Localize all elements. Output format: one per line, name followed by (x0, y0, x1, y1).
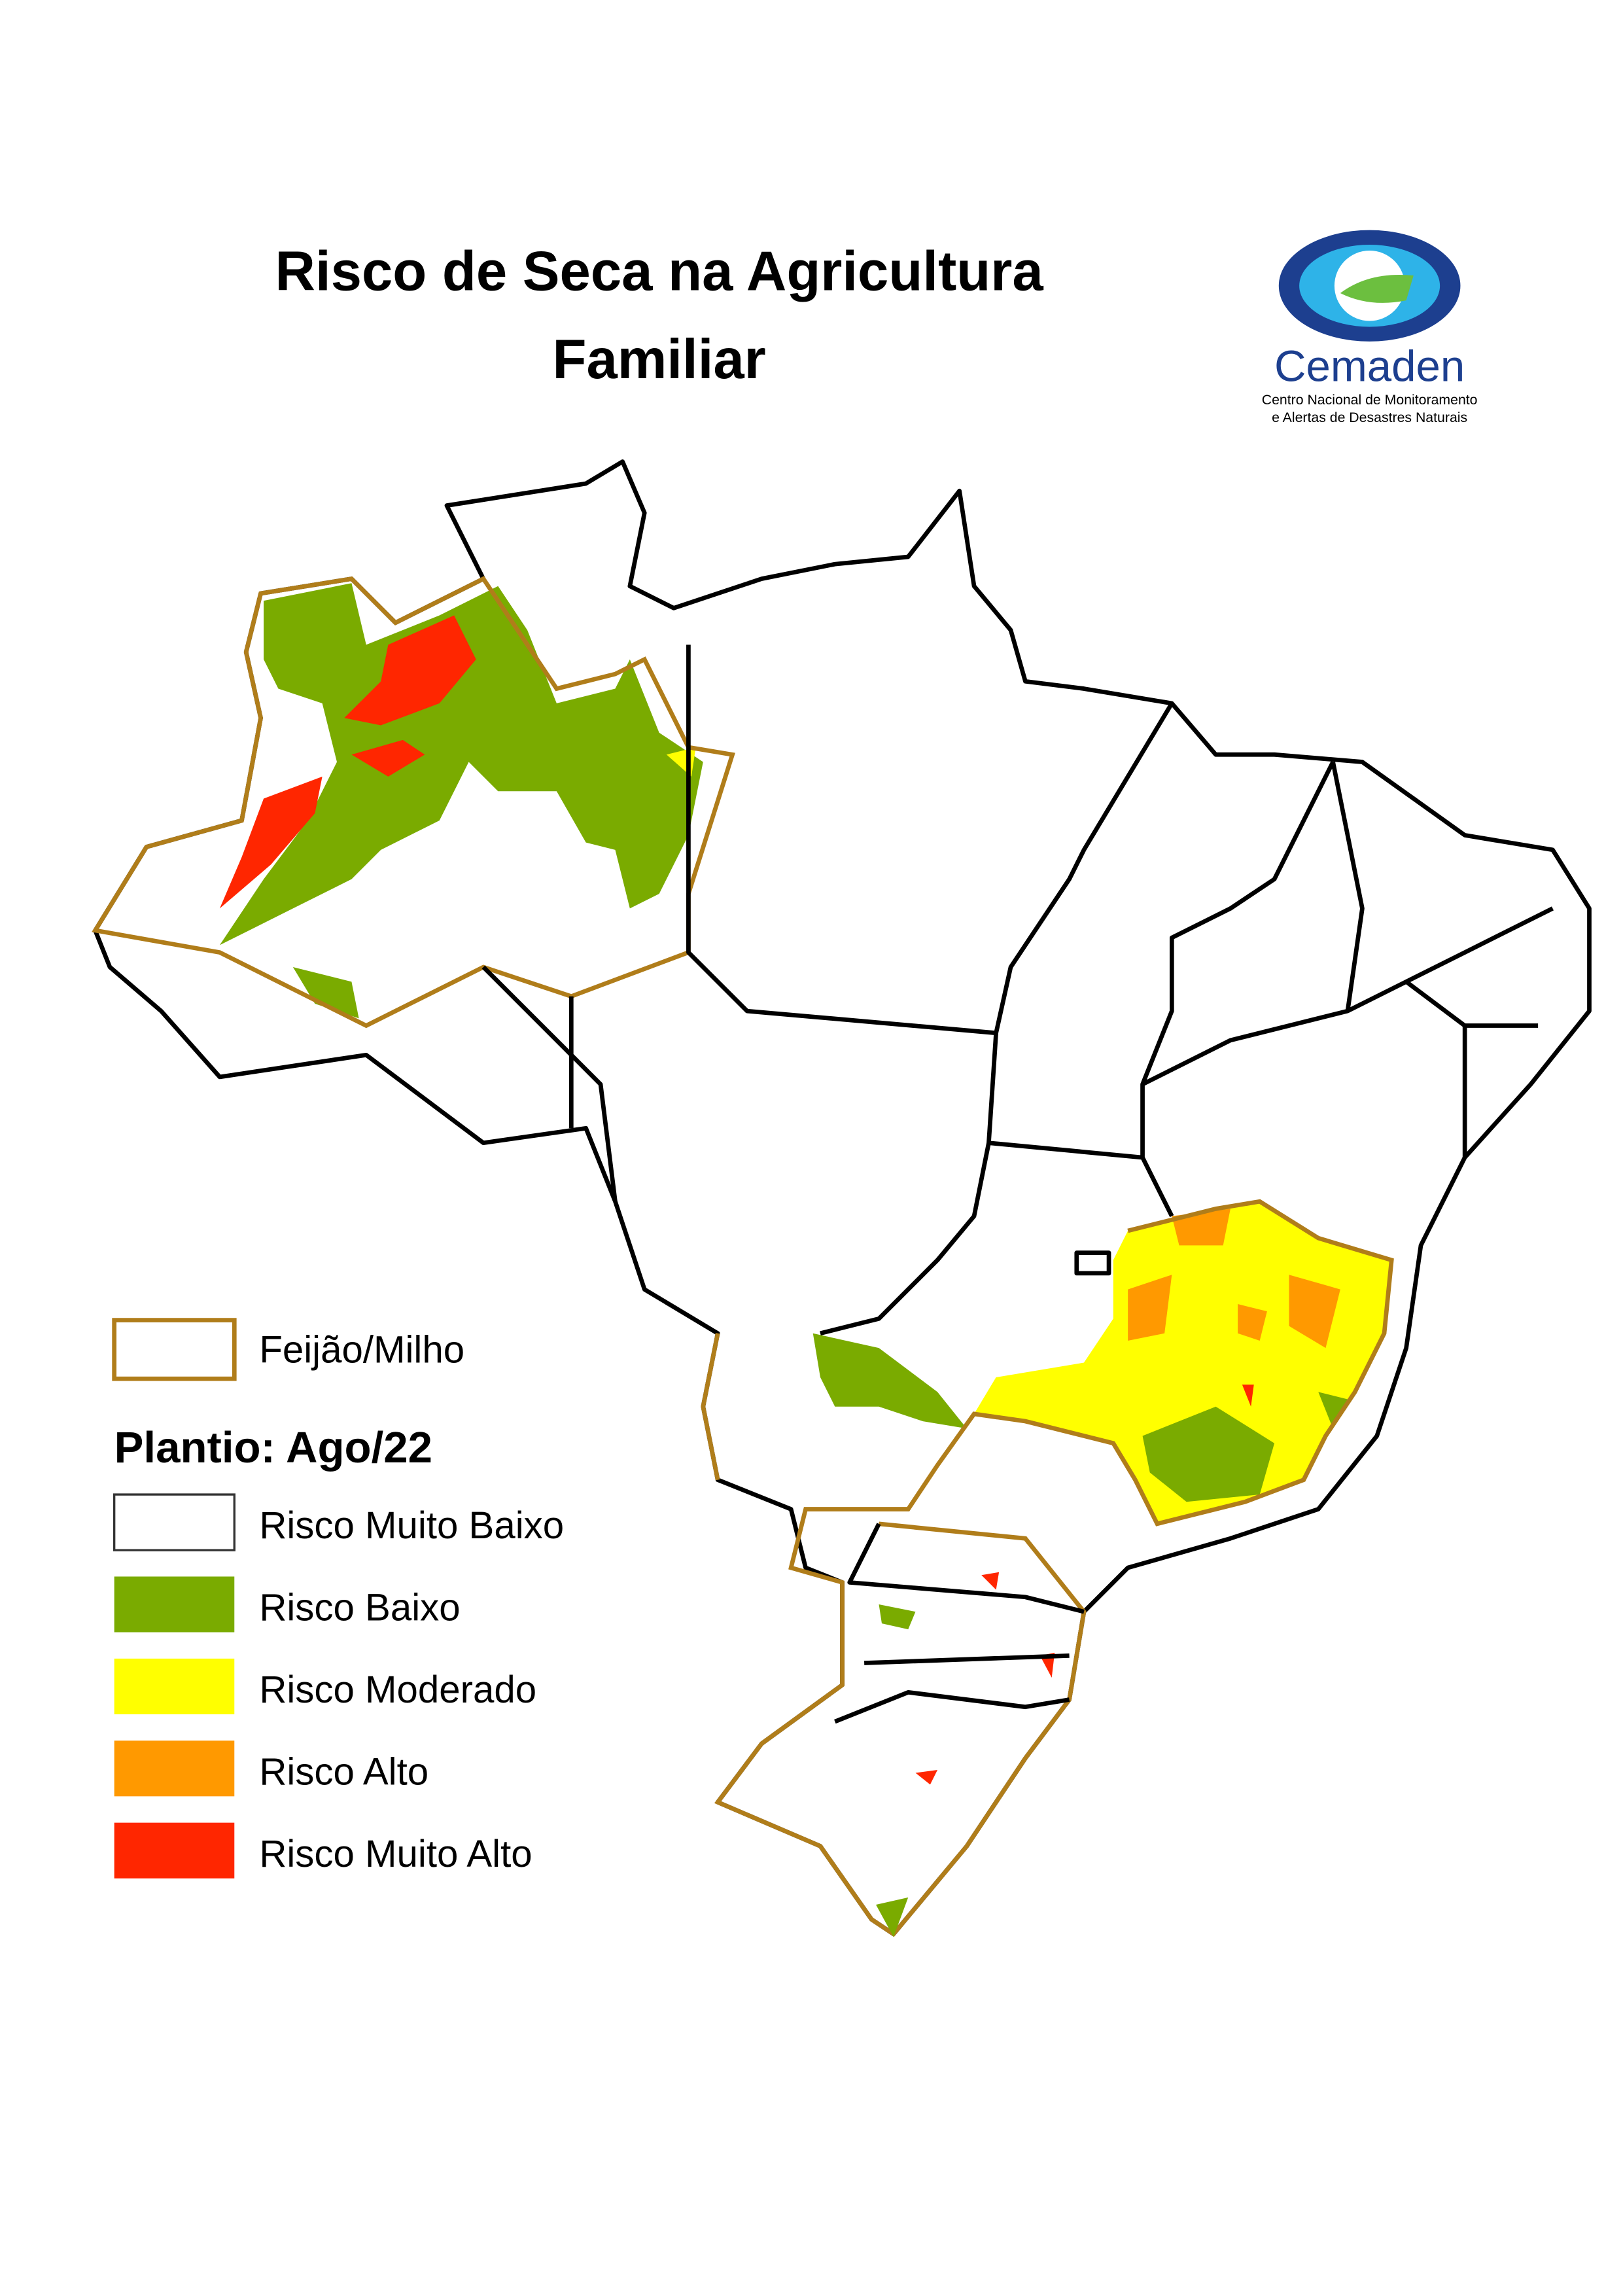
title-line: Familiar (552, 328, 765, 391)
region-low-risk (292, 966, 359, 1019)
region-moderate-risk (974, 1201, 1392, 1524)
region-low-risk (879, 1604, 916, 1630)
logo-name: Cemaden (1274, 342, 1465, 391)
region-very-high-risk (915, 1770, 938, 1785)
region-very-high-risk (344, 615, 476, 726)
logo-subtitle: Centro Nacional de Monitoramento (1262, 392, 1478, 408)
legend-crop-label: Feijão/Milho (259, 1329, 464, 1371)
region-low-risk (1318, 1392, 1348, 1429)
legend-swatch (114, 1822, 235, 1879)
region-very-high-risk (1242, 1385, 1254, 1407)
logo-leaf (1340, 274, 1414, 303)
legend-label: Risco Baixo (259, 1587, 460, 1629)
federal-district (1074, 1250, 1111, 1276)
legend-period: Plantio: Ago/22 (114, 1423, 432, 1472)
logo-subtitle: e Alertas de Desastres Naturais (1272, 410, 1467, 425)
legend-swatch (113, 1493, 236, 1551)
legend: Feijão/Milho Plantio: Ago/22 Risco Muito… (112, 1318, 564, 1879)
region-low-risk (876, 1897, 909, 1937)
region-high-risk (1128, 1275, 1172, 1341)
state-border (481, 645, 1554, 1724)
legend-label: Risco Muito Baixo (259, 1504, 564, 1547)
region-low-risk (219, 583, 703, 945)
region-very-high-risk (219, 776, 323, 909)
legend-label: Risco Alto (259, 1750, 428, 1793)
logo: Cemaden Centro Nacional de Monitoramento… (1262, 230, 1478, 425)
region-very-high-risk (981, 1572, 1000, 1590)
legend-label: Risco Muito Alto (259, 1833, 532, 1875)
crop-outline (92, 576, 735, 1029)
legend-classes: Risco Muito Baixo Risco Baixo Risco Modera… (113, 1493, 564, 1879)
title-line: Risco de Seca na Agricultura (275, 240, 1044, 302)
legend-swatch (114, 1658, 235, 1714)
map (92, 459, 1592, 1937)
legend-crop-swatch (112, 1318, 237, 1381)
region-high-risk (1289, 1275, 1340, 1349)
legend-swatch (114, 1740, 235, 1797)
region-low-risk (1142, 1406, 1275, 1502)
legend-swatch (114, 1576, 235, 1633)
region-high-risk (1238, 1303, 1267, 1341)
legend-label: Risco Moderado (259, 1669, 536, 1711)
crop-outline (701, 1199, 1394, 1937)
region-very-high-risk (1039, 1652, 1055, 1678)
region-low-risk (812, 1333, 967, 1429)
region-very-high-risk (351, 739, 425, 777)
